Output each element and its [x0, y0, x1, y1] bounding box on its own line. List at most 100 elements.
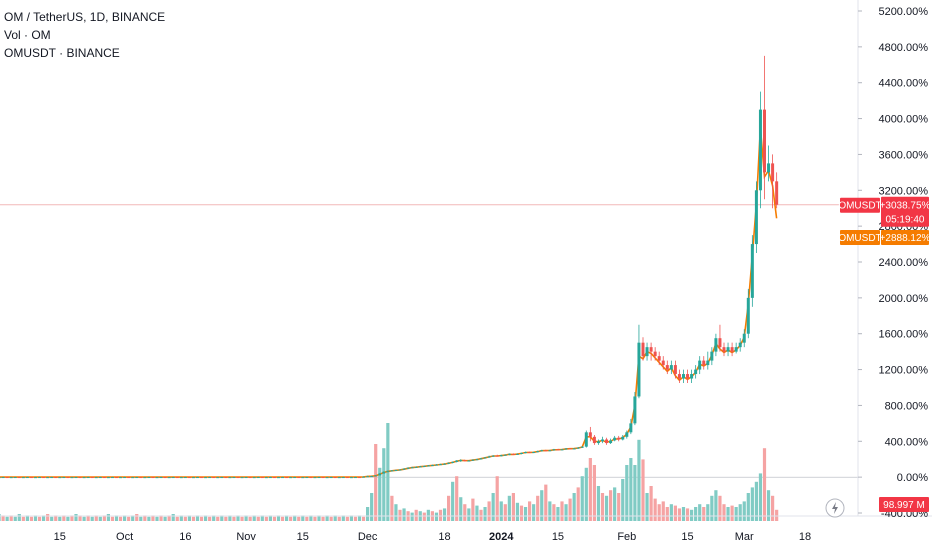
candle-body: [698, 360, 702, 370]
volume-bar: [167, 515, 171, 521]
volume-bar: [766, 490, 771, 521]
candle-body: [382, 471, 386, 474]
compare-symbol-tag: [840, 230, 880, 245]
candle-body: [329, 477, 333, 479]
volume-bar: [475, 505, 479, 521]
volume-bar: [110, 516, 115, 521]
candle-body: [115, 477, 118, 479]
volume-bar: [568, 498, 572, 521]
volume-bar: [690, 509, 694, 521]
volume-value-tag-text: 98.997 M: [883, 500, 925, 511]
volume-bar: [46, 514, 50, 521]
candle-body: [212, 477, 216, 479]
volume-bar: [78, 515, 82, 521]
candle-body: [187, 477, 191, 479]
volume-bar: [665, 507, 669, 521]
candle-body: [34, 477, 37, 479]
legend-symbol[interactable]: OM / TetherUS, 1D, BINANCE: [4, 10, 166, 24]
volume-bar: [649, 486, 653, 521]
volume-bar: [592, 465, 596, 521]
volume-bar: [438, 509, 443, 521]
candle-body: [240, 477, 244, 479]
candle-body: [552, 449, 556, 451]
candle-body: [127, 477, 131, 479]
candle-body: [171, 477, 175, 479]
volume-bar: [321, 516, 325, 521]
volume-bar: [9, 515, 13, 521]
candle-body: [272, 477, 276, 479]
candle-body: [224, 477, 228, 479]
candle-body: [775, 181, 779, 205]
legend-compare[interactable]: OMUSDT · BINANCE: [4, 46, 120, 60]
candle-body: [277, 477, 280, 479]
candle-body: [183, 477, 187, 479]
candle-body: [252, 477, 256, 479]
volume-bar: [370, 493, 374, 521]
candle-body: [394, 469, 398, 471]
volume-bar: [232, 516, 236, 521]
volume-bar: [746, 493, 750, 521]
volume-bar: [361, 516, 366, 521]
volume-bar: [353, 516, 358, 521]
y-tick-label: 2000.00%: [878, 293, 928, 305]
volume-bar: [442, 508, 447, 521]
chart-legend: OM / TetherUS, 1D, BINANCE Vol · OM OMUS…: [4, 8, 165, 62]
candle-body: [345, 477, 349, 479]
x-tick-label: Mar: [735, 531, 754, 543]
candle-body: [341, 477, 345, 479]
volume-bar: [750, 487, 754, 521]
legend-volume[interactable]: Vol · OM: [4, 28, 51, 42]
volume-bar: [507, 495, 511, 521]
candle-body: [564, 448, 568, 450]
candle-body: [511, 453, 515, 455]
candle-body: [179, 477, 183, 479]
volume-bar: [305, 516, 309, 521]
volume-bar: [621, 479, 625, 521]
candle-body: [657, 356, 661, 361]
candle-body: [617, 437, 621, 440]
candle-body: [204, 477, 208, 479]
candle-body: [443, 463, 447, 465]
volume-bar: [285, 515, 289, 521]
candle-body: [123, 477, 127, 479]
x-tick-label: 18: [438, 531, 450, 543]
candle-body: [601, 439, 604, 442]
candle-body: [503, 454, 507, 456]
candle-body: [390, 470, 394, 472]
candle-body: [613, 437, 617, 441]
volume-bar: [159, 515, 163, 521]
candle-body: [42, 477, 46, 479]
candle-body: [710, 351, 714, 361]
volume-bar: [90, 516, 94, 521]
volume-bar: [70, 515, 74, 521]
volume-bar: [491, 493, 495, 521]
candle-body: [475, 459, 479, 461]
candle-body: [673, 365, 677, 375]
volume-bar: [398, 509, 402, 521]
candle-body: [82, 477, 86, 479]
candle-body: [353, 477, 357, 479]
candle-body: [17, 477, 21, 479]
candle-body: [515, 453, 519, 455]
candle-body: [402, 468, 406, 470]
candle-body: [54, 477, 58, 479]
volume-bar: [276, 515, 281, 521]
candle-body: [50, 477, 54, 479]
candle-body: [301, 477, 305, 479]
candle-body: [763, 109, 766, 173]
candle-body: [653, 351, 657, 357]
volume-bar: [402, 508, 406, 521]
compare-value-tag-text: +2888.12%: [880, 233, 931, 244]
volume-bar: [98, 516, 102, 521]
candle-body: [742, 333, 746, 343]
candle-body: [366, 476, 370, 478]
candle-body: [29, 477, 33, 479]
candle-body: [439, 464, 442, 466]
volume-bar: [349, 515, 353, 521]
volume-bar: [613, 487, 617, 521]
volume-bar: [390, 495, 394, 521]
candle-body: [430, 465, 434, 467]
volume-bar: [673, 505, 677, 521]
volume-bar: [548, 501, 552, 521]
volume-bar: [374, 444, 378, 521]
